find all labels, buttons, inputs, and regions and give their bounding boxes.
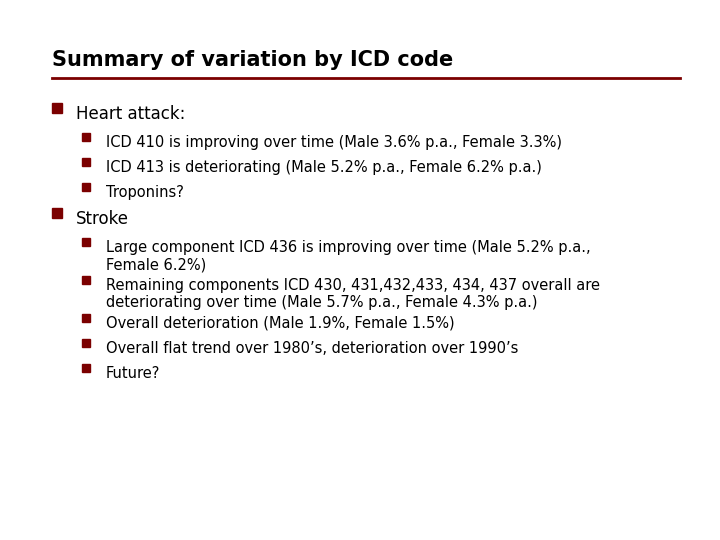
Text: Troponins?: Troponins? [106,185,184,200]
Text: Heart attack:: Heart attack: [76,105,185,123]
Text: Summary of variation by ICD code: Summary of variation by ICD code [52,50,454,70]
Text: Future?: Future? [106,366,161,381]
Bar [82,238,90,246]
Text: ICD 410 is improving over time (Male 3.6% p.a., Female 3.3%): ICD 410 is improving over time (Male 3.6… [106,135,562,150]
Bar [52,208,62,218]
Bar [82,158,90,166]
Text: Large component ICD 436 is improving over time (Male 5.2% p.a.,
Female 6.2%): Large component ICD 436 is improving ove… [106,240,590,272]
Bar [82,276,90,284]
Bar [82,133,90,141]
Text: Remaining components ICD 430, 431,432,433, 434, 437 overall are
deteriorating ov: Remaining components ICD 430, 431,432,43… [106,278,600,310]
Text: ICD 413 is deteriorating (Male 5.2% p.a., Female 6.2% p.a.): ICD 413 is deteriorating (Male 5.2% p.a.… [106,160,542,175]
Bar [82,339,90,347]
Bar [82,314,90,322]
Bar [82,183,90,191]
Bar [52,103,62,113]
Text: Overall deterioration (Male 1.9%, Female 1.5%): Overall deterioration (Male 1.9%, Female… [106,316,454,331]
Bar [82,364,90,372]
Text: Overall flat trend over 1980’s, deterioration over 1990’s: Overall flat trend over 1980’s, deterior… [106,341,518,356]
Text: Stroke: Stroke [76,210,129,228]
